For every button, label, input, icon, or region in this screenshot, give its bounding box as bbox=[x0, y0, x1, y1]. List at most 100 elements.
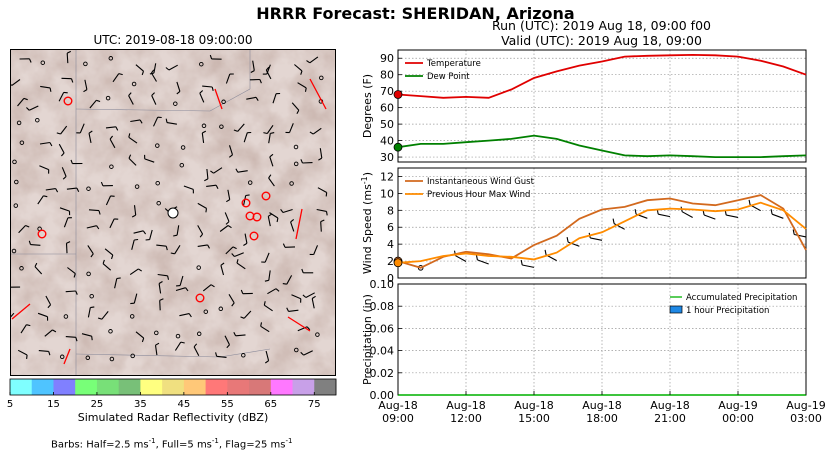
wind-barb bbox=[290, 221, 295, 232]
legend-label: Previous Hour Max Wind bbox=[427, 190, 530, 200]
wind-barb-flag bbox=[205, 208, 208, 213]
wind-barb bbox=[34, 266, 43, 275]
wind-barb-flag bbox=[300, 159, 304, 164]
station-circle bbox=[241, 198, 251, 208]
calm-wind-circle bbox=[16, 120, 22, 126]
wind-barb-flag bbox=[215, 352, 218, 357]
wind-barb bbox=[197, 225, 204, 235]
x-tick-label: Aug-19 bbox=[718, 399, 757, 412]
timeseries-barb bbox=[477, 259, 489, 265]
wind-barb-flag bbox=[300, 351, 304, 356]
wind-barb-flag bbox=[48, 351, 51, 356]
station-barb bbox=[295, 208, 303, 240]
wind-barb-flag bbox=[26, 354, 28, 359]
wind-barb bbox=[59, 207, 70, 212]
wind-barb-flag bbox=[233, 129, 238, 132]
wind-barb bbox=[11, 79, 21, 86]
wind-barb-flag bbox=[66, 241, 71, 244]
wind-barb bbox=[144, 158, 155, 163]
y-axis-label: Wind Speed (ms-1) bbox=[360, 172, 374, 274]
wind-barb-flag bbox=[311, 295, 316, 299]
wind-barb bbox=[235, 334, 246, 337]
wind-barb bbox=[130, 119, 141, 123]
wind-barb-flag bbox=[173, 234, 178, 237]
station-circle bbox=[63, 96, 73, 106]
y-tick-label: 4 bbox=[387, 238, 394, 251]
calm-wind-circle bbox=[105, 95, 111, 101]
wind-barb bbox=[60, 125, 68, 135]
wind-barb bbox=[237, 170, 248, 173]
station-circles bbox=[11, 78, 327, 365]
wind-barb bbox=[39, 165, 49, 171]
wind-barb bbox=[153, 63, 157, 74]
wind-barb-flag bbox=[139, 119, 143, 124]
wind-barb bbox=[206, 184, 217, 187]
wind-barb bbox=[305, 292, 315, 298]
wind-barb bbox=[166, 122, 177, 125]
calm-wind-circle bbox=[241, 353, 246, 358]
wind-barb-flag bbox=[26, 324, 31, 327]
x-tick-label: Aug-18 bbox=[650, 399, 689, 412]
colorbar-swatch bbox=[292, 379, 315, 395]
wind-barb bbox=[228, 294, 235, 304]
wind-barb-flag bbox=[91, 336, 93, 341]
station-barb bbox=[309, 78, 327, 110]
wind-barb-flag bbox=[306, 60, 311, 64]
wind-barb-flag bbox=[325, 192, 328, 197]
wind-barb bbox=[20, 324, 27, 334]
wind-barb bbox=[17, 98, 25, 107]
colorbar-swatch bbox=[249, 379, 272, 395]
wind-barb bbox=[45, 188, 56, 191]
y-tick-label: 0.10 bbox=[370, 278, 395, 291]
wind-barb-flag bbox=[25, 224, 30, 228]
wind-barb-flag bbox=[301, 268, 304, 273]
wind-barb bbox=[264, 252, 270, 263]
colorbar-swatch bbox=[227, 379, 250, 395]
series-line bbox=[397, 134, 807, 158]
calm-wind-circle bbox=[108, 56, 114, 61]
wind-barb-flag bbox=[141, 71, 145, 76]
calm-wind-circle bbox=[63, 314, 69, 319]
wind-barb-flag bbox=[155, 342, 160, 346]
wind-barb bbox=[244, 233, 248, 244]
wind-barb-flag bbox=[207, 244, 210, 249]
y-tick-label: 0.00 bbox=[370, 389, 395, 402]
calm-wind-circle bbox=[13, 203, 19, 208]
wind-barb-flag bbox=[185, 287, 189, 292]
wind-barb-flag bbox=[325, 211, 328, 216]
wind-barb bbox=[131, 239, 135, 250]
wind-barb-flag bbox=[231, 302, 235, 307]
wind-barb-flag bbox=[231, 253, 235, 257]
wind-barb-flag bbox=[180, 341, 185, 344]
wind-barb bbox=[213, 167, 223, 174]
wind-barb-flag bbox=[151, 92, 155, 96]
legend-label: Accumulated Precipitation bbox=[686, 293, 797, 303]
wind-barb-flag bbox=[128, 154, 132, 159]
y-tick-label: 0 bbox=[387, 272, 394, 285]
wind-barb bbox=[44, 329, 53, 337]
wind-barb bbox=[101, 311, 109, 320]
wind-barb bbox=[206, 168, 209, 179]
wind-barb-flag bbox=[134, 238, 139, 241]
wind-barb-flag bbox=[263, 132, 268, 135]
calm-wind-circle bbox=[173, 101, 178, 106]
wind-barb bbox=[65, 290, 76, 293]
calm-wind-circle bbox=[156, 200, 161, 206]
wind-barb bbox=[40, 85, 51, 89]
colorbar-label: Simulated Radar Reflectivity (dBZ) bbox=[77, 411, 269, 424]
wind-barb bbox=[227, 189, 231, 200]
calm-wind-circle bbox=[218, 306, 224, 312]
wind-barb bbox=[38, 350, 49, 352]
wind-barb bbox=[179, 275, 184, 286]
wind-barb-flag bbox=[49, 87, 52, 92]
wind-barb bbox=[265, 69, 272, 80]
series-line bbox=[397, 53, 807, 99]
timeseries-barb-flag bbox=[792, 229, 795, 235]
x-tick-label: Aug-19 bbox=[786, 399, 825, 412]
wind-barb-flag bbox=[290, 218, 295, 223]
wind-barb-flag bbox=[55, 188, 59, 193]
timeseries-barb-flag bbox=[612, 218, 615, 224]
wind-barb-flag bbox=[210, 170, 214, 174]
series-line bbox=[397, 194, 807, 269]
wind-barb bbox=[316, 208, 327, 212]
